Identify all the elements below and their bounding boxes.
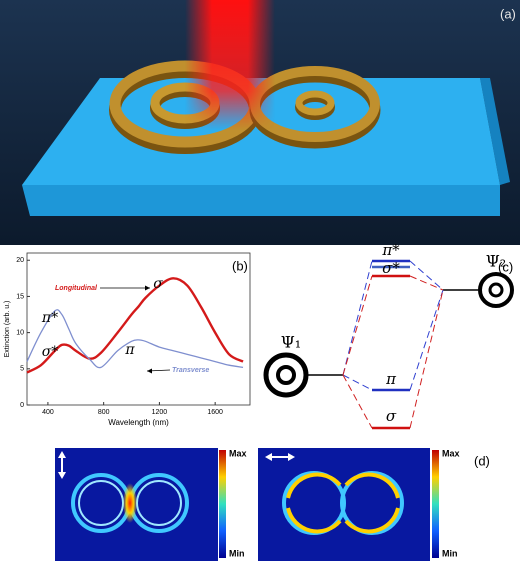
x-tick-label: 1200 [152,409,168,416]
arrow-head [145,285,150,291]
max-label: Max [229,448,247,458]
level-label: σ [386,407,397,425]
y-tick-label: 5 [20,366,24,373]
peak-label: σ [153,276,163,292]
peak-label: π* [41,310,58,326]
energy-diagram [263,259,514,430]
level-label: σ* [382,259,400,277]
series-line [26,309,244,369]
plot-frame [26,252,251,406]
x-axis-label: Wavelength (nm) [108,418,169,427]
series-name: Longitudinal [55,285,98,292]
panel-label: (c) [498,259,513,274]
peak-label: π [124,342,135,358]
field-maps [55,448,439,561]
panel-label: (a) [500,6,516,21]
level-label: π [385,370,397,388]
panel-label: (d) [474,453,490,468]
y-tick-label: 15 [16,293,24,300]
x-tick-label: 1600 [207,409,223,416]
max-label: Max [442,448,460,458]
x-tick-label: 800 [98,409,110,416]
series-name: Transverse [172,367,209,374]
spectrum-chart: 0 5 10 15 20 400 800 1200 1600 Wavelength (nm) Ext… [4,252,251,427]
y-tick-label: 0 [20,402,24,409]
level-label: π* [381,241,400,259]
panel-label: (b) [232,258,248,273]
state-label: Ψ₁ [281,333,301,352]
x-tick-label: 400 [42,409,54,416]
state-label: Ψ₂ [486,252,506,271]
arrow-head [147,368,152,374]
y-axis-label: Extinction (arb. u.) [4,301,11,358]
y-tick-label: 10 [16,329,24,336]
min-label: Min [229,548,245,558]
y-tick-label: 20 [16,257,24,264]
min-label: Min [442,548,458,558]
illustration [0,0,520,245]
series-line [26,277,244,374]
peak-label: σ* [42,344,59,360]
